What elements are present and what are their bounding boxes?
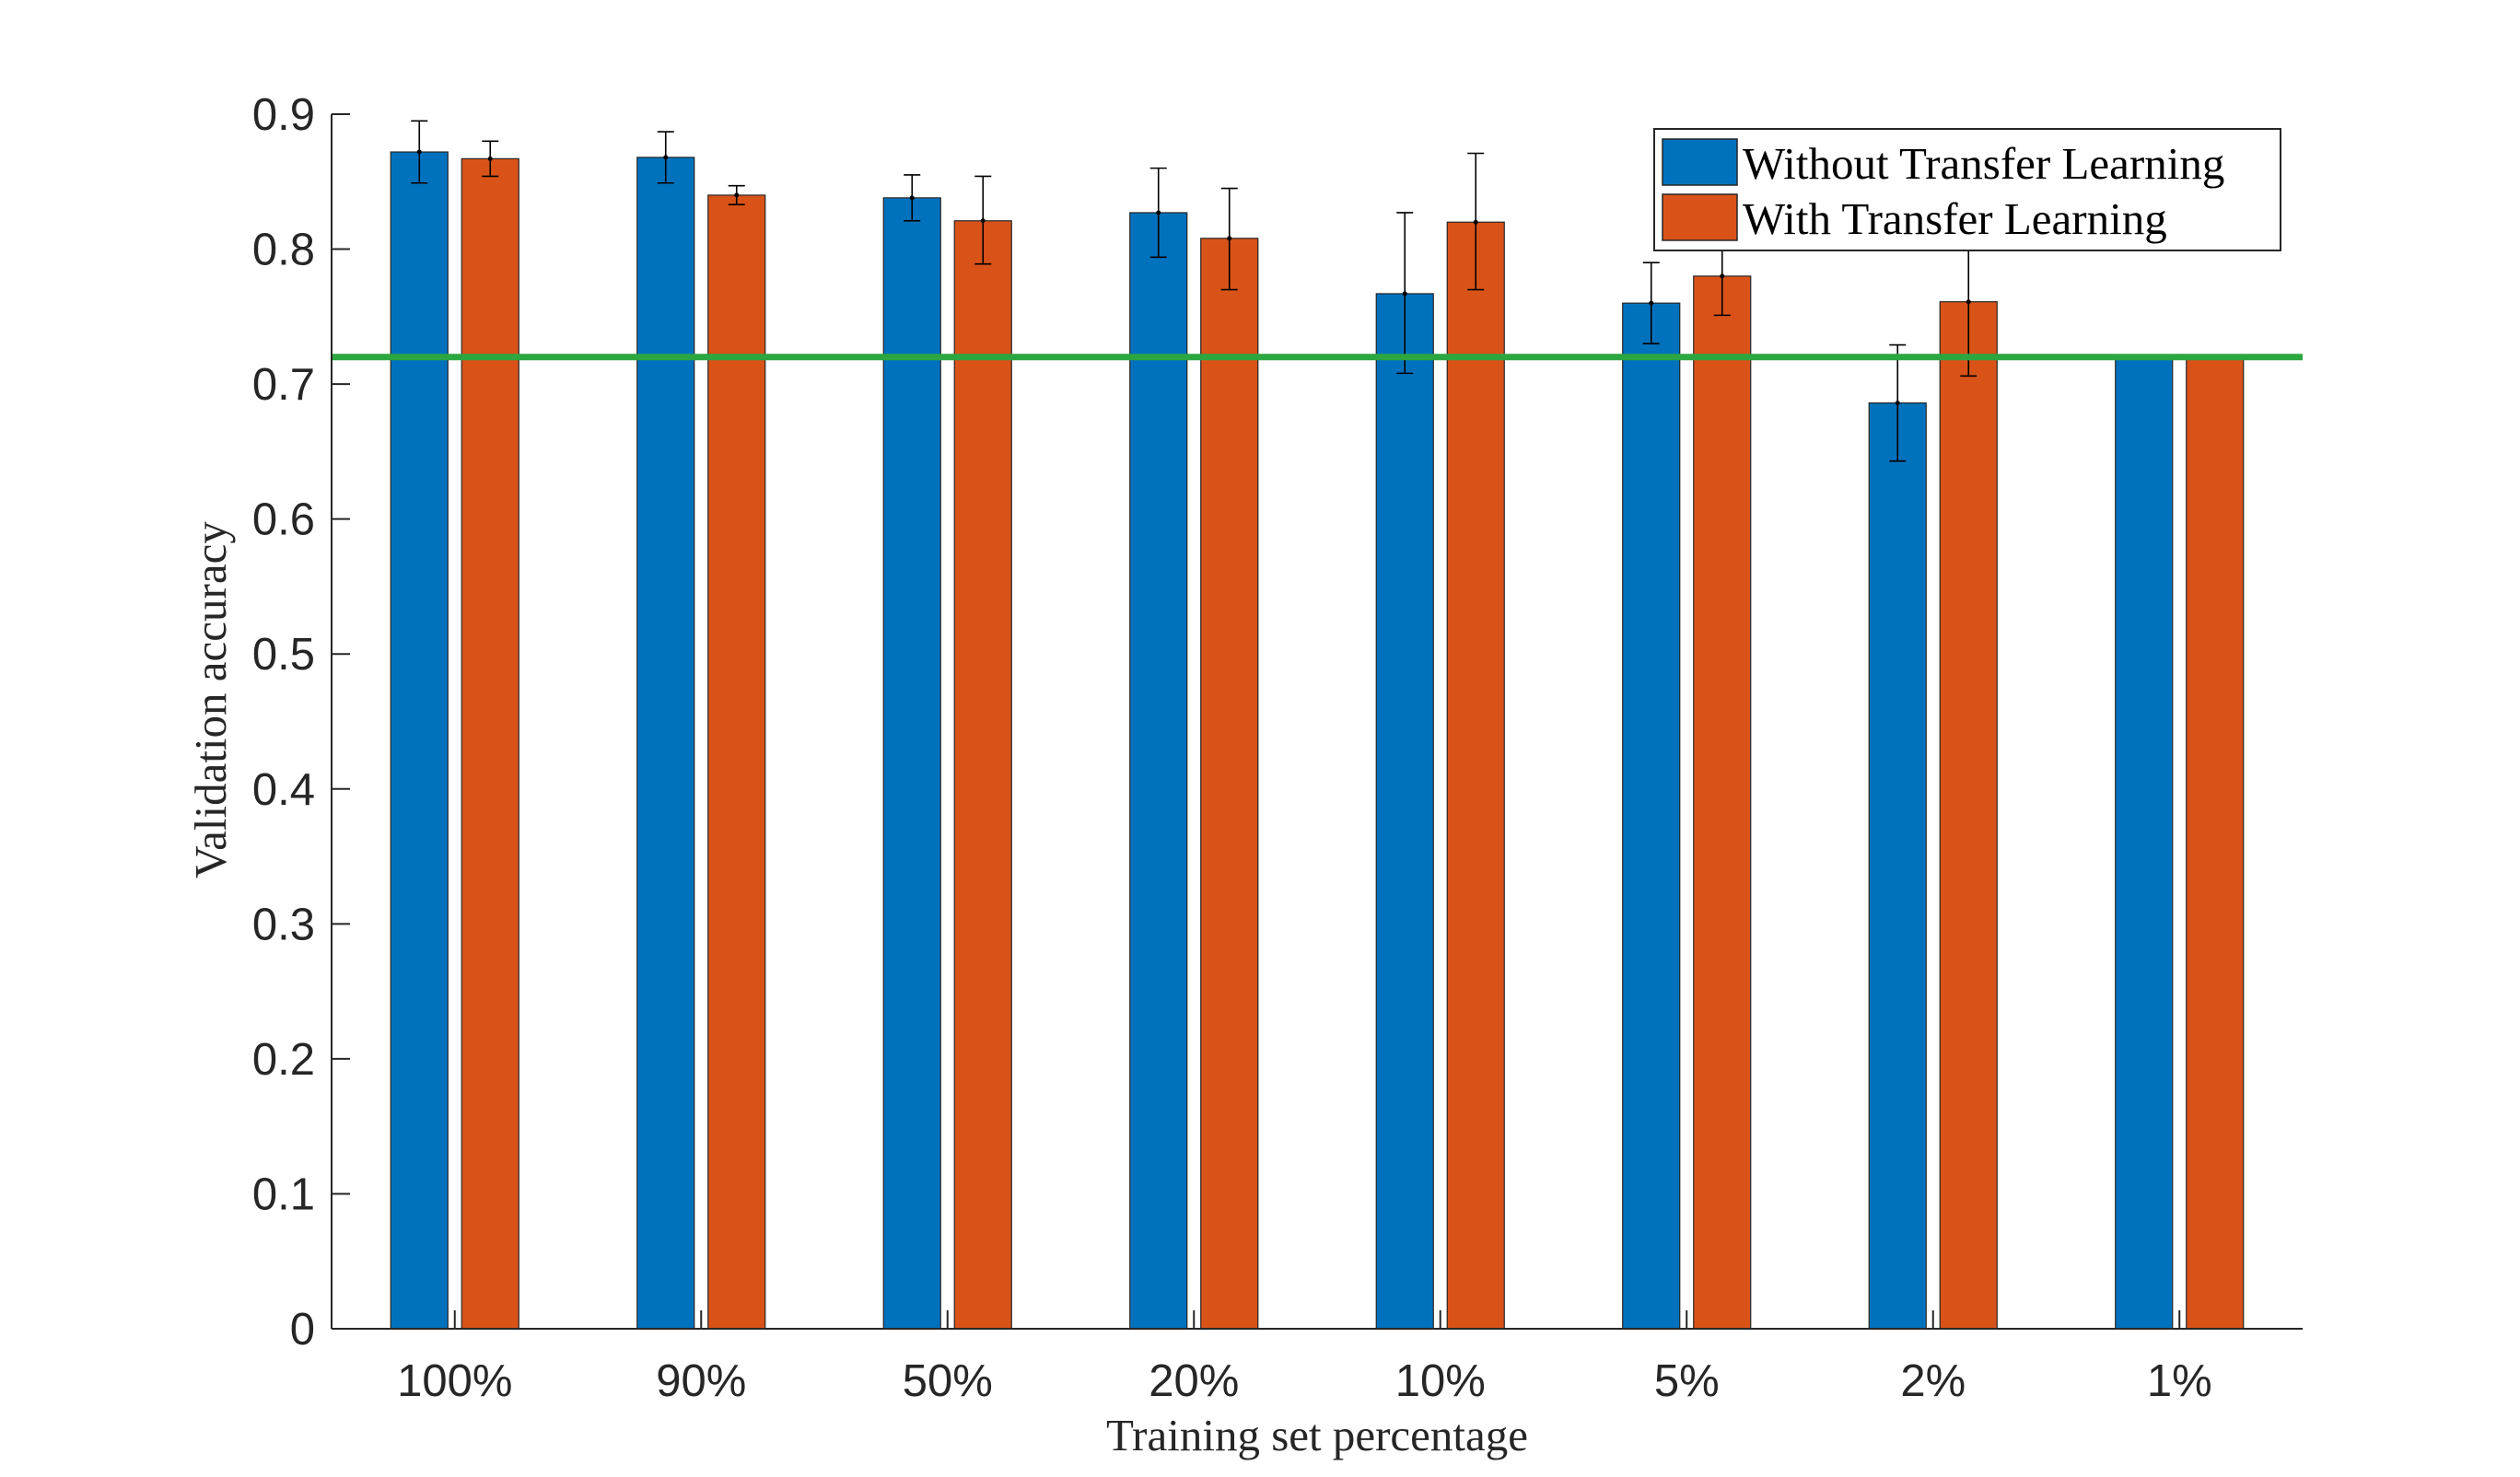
bar-s0-0 xyxy=(390,151,449,1330)
x-tick-label-3: 20% xyxy=(1149,1356,1239,1406)
x-tick-label-4: 10% xyxy=(1395,1356,1486,1406)
legend-label-without-transfer: Without Transfer Learning xyxy=(1743,138,2224,189)
axes-layer xyxy=(331,114,2303,1330)
bar-s1-4 xyxy=(1446,221,1505,1330)
y-tick-label-9: 0.9 xyxy=(252,90,315,140)
y-tick-label-3: 0.3 xyxy=(252,900,315,949)
errorbar-s0-2 xyxy=(904,174,921,222)
errorbar-s1-2 xyxy=(974,175,992,265)
y-tick-label-6: 0.6 xyxy=(252,495,315,545)
x-tick-label-7: 1% xyxy=(2147,1356,2212,1406)
legend-swatch-with-transfer xyxy=(1662,193,1738,241)
errorbar-s1-4 xyxy=(1467,152,1485,291)
errorbar-s0-1 xyxy=(657,131,674,184)
legend-box xyxy=(1653,128,2281,251)
bar-s1-2 xyxy=(953,220,1012,1330)
legend-label-with-transfer: With Transfer Learning xyxy=(1743,193,2167,244)
y-tick-label-1: 0.1 xyxy=(252,1169,315,1219)
bar-s0-6 xyxy=(1868,402,1927,1330)
legend: Without Transfer Learning With Transfer … xyxy=(1653,128,2281,251)
bar-s0-5 xyxy=(1622,302,1681,1330)
bar-s1-1 xyxy=(707,194,766,1330)
x-tick-label-5: 5% xyxy=(1654,1356,1720,1406)
bar-s0-1 xyxy=(636,157,695,1330)
bar-s1-3 xyxy=(1200,238,1259,1330)
x-tick-label-1: 90% xyxy=(656,1356,746,1406)
y-tick-label-8: 0.8 xyxy=(252,226,315,275)
y-axis-label: Validation accuracy xyxy=(185,521,236,878)
y-tick-label-0: 0 xyxy=(290,1305,315,1355)
errorbar-s1-0 xyxy=(482,140,499,178)
bar-s1-7 xyxy=(2186,356,2245,1330)
y-tick-label-5: 0.5 xyxy=(252,630,315,680)
errorbar-s0-5 xyxy=(1642,262,1660,344)
x-axis-label: Training set percentage xyxy=(1106,1410,1528,1460)
y-tick-label-2: 0.2 xyxy=(252,1035,315,1085)
x-tick-label-0: 100% xyxy=(397,1356,512,1406)
errorbar-s0-4 xyxy=(1396,212,1414,375)
ticks-layer: 0 0.1 0.2 0.3 0.4 0.5 0.6 0.7 0.8 0.9 100% 90% 50% 20… xyxy=(252,90,2212,1406)
bar-s1-6 xyxy=(1939,301,1998,1330)
errorbar-s0-6 xyxy=(1889,343,1907,462)
bars-layer xyxy=(390,151,2245,1330)
bar-s0-2 xyxy=(882,197,941,1330)
x-tick-label-6: 2% xyxy=(1900,1356,1966,1406)
x-tick-label-2: 50% xyxy=(903,1356,993,1406)
bar-s1-0 xyxy=(461,157,519,1330)
errorbars-layer xyxy=(411,120,1978,462)
y-tick-label-7: 0.7 xyxy=(252,360,315,410)
errorbar-s0-0 xyxy=(411,120,428,184)
errorbar-s0-3 xyxy=(1149,167,1167,259)
bar-s0-3 xyxy=(1129,212,1188,1330)
bar-s0-7 xyxy=(2115,356,2174,1330)
bar-s1-5 xyxy=(1693,275,1752,1330)
errorbar-s1-3 xyxy=(1220,187,1238,291)
legend-swatch-without-transfer xyxy=(1662,138,1738,186)
y-tick-label-4: 0.4 xyxy=(252,765,315,815)
bar-s0-4 xyxy=(1375,293,1434,1330)
errorbar-s1-1 xyxy=(728,184,745,205)
